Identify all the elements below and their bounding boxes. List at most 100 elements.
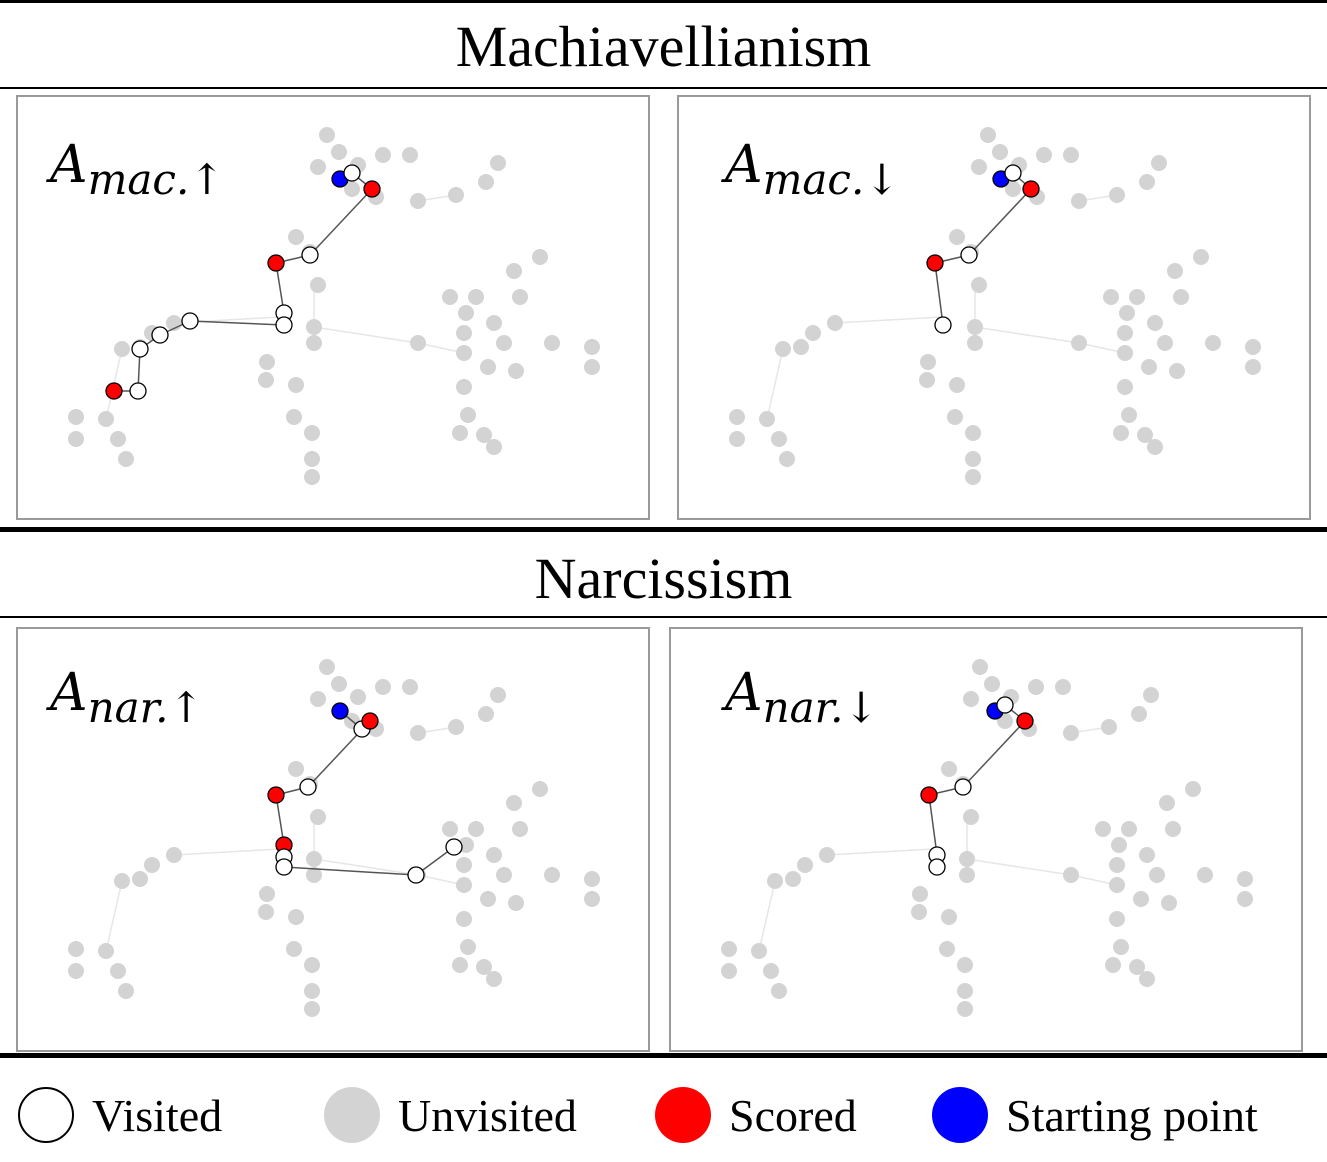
scored-node [920, 786, 938, 804]
unvisited-node [468, 821, 484, 837]
unvisited-node [1121, 821, 1137, 837]
unvisited-node [819, 847, 835, 863]
scored-node [267, 254, 285, 272]
visited-node [996, 696, 1014, 714]
unvisited-node [939, 941, 955, 957]
unvisited-node [1147, 315, 1163, 331]
path-edge [962, 720, 1026, 788]
unvisited-node [911, 904, 927, 920]
unvisited-node [331, 144, 347, 160]
unvisited-node [486, 439, 502, 455]
unvisited-node [721, 941, 737, 957]
unvisited-node [310, 809, 326, 825]
legend-label: Starting point [1006, 1089, 1258, 1141]
unvisited-node [751, 943, 767, 959]
legend-item-unvisited: Unvisited [324, 1080, 577, 1150]
unvisited-node [508, 363, 524, 379]
unvisited-node [1161, 895, 1177, 911]
unvisited-node [1197, 867, 1213, 883]
graph-mac-up [68, 127, 600, 485]
unvisited-node [458, 305, 474, 321]
unvisited-node [506, 263, 522, 279]
unvisited-node [410, 335, 426, 351]
faint-edge [758, 880, 776, 952]
unvisited-node [775, 341, 791, 357]
legend-item-scored: Scored [655, 1080, 857, 1150]
unvisited-node [771, 431, 787, 447]
faint-edge [313, 326, 419, 344]
graph-nar-down [721, 659, 1253, 1017]
unvisited-node [402, 679, 418, 695]
unvisited-node [452, 425, 468, 441]
path-edge [968, 188, 1032, 256]
scored-node [361, 712, 379, 730]
unvisited-node [584, 891, 600, 907]
unvisited-node [258, 904, 274, 920]
bottom-rule [0, 1053, 1327, 1058]
unvisited-node [971, 159, 987, 175]
unvisited-node [476, 959, 492, 975]
unvisited-node [1139, 971, 1155, 987]
title-underline-1 [0, 87, 1327, 89]
unvisited-node [1117, 325, 1133, 341]
unvisited-node [1237, 891, 1253, 907]
top-rule [0, 0, 1327, 3]
unvisited-node [259, 354, 275, 370]
unvisited-node [310, 159, 326, 175]
panel-label: Amac.↑ [50, 135, 225, 204]
unvisited-node [972, 659, 988, 675]
unvisited-node [1129, 959, 1145, 975]
unvisited-node [1149, 867, 1165, 883]
unvisited-node [1117, 379, 1133, 395]
scored-node [1022, 180, 1040, 198]
unvisited-node [68, 431, 84, 447]
unvisited-node [460, 407, 476, 423]
unvisited-node [584, 871, 600, 887]
unvisited-node [1005, 181, 1021, 197]
unvisited-node [288, 229, 304, 245]
unvisited-node [1071, 335, 1087, 351]
unvisited-node [496, 335, 512, 351]
unvisited-node [919, 372, 935, 388]
unvisited-node [460, 939, 476, 955]
unvisited-node [984, 676, 1000, 692]
panel-label: Amac.↓ [725, 135, 900, 204]
unvisited-node [288, 909, 304, 925]
unvisited-node [957, 1001, 973, 1017]
visited-node [181, 312, 199, 330]
unvisited-node [1113, 425, 1129, 441]
unvisited-node [963, 809, 979, 825]
unvisited-node [288, 377, 304, 393]
visited-node [299, 778, 317, 796]
faint-edge [826, 848, 934, 856]
scored-swatch [655, 1087, 711, 1143]
unvisited-node [98, 411, 114, 427]
unvisited-node [344, 181, 360, 197]
unvisited-node [1028, 679, 1044, 695]
unvisited-node [490, 155, 506, 171]
unvisited-node [1129, 289, 1145, 305]
unvisited-node [512, 821, 528, 837]
unvisited-node [1119, 305, 1135, 321]
unvisited-node [827, 315, 843, 331]
visited-node [275, 858, 293, 876]
scored-node [105, 382, 123, 400]
unvisited-node [1036, 147, 1052, 163]
unvisited-node [1165, 821, 1181, 837]
title-underline-2 [0, 616, 1327, 618]
visited-node [151, 326, 169, 344]
section-title-machiavellianism: Machiavellianism [455, 14, 872, 79]
unvisited-node [767, 873, 783, 889]
unvisited-node [410, 725, 426, 741]
visited-node [275, 316, 293, 334]
unvisited-node [259, 886, 275, 902]
unvisited-node [442, 821, 458, 837]
unvisited-node [304, 469, 320, 485]
unvisited-node [98, 943, 114, 959]
unvisited-node [68, 409, 84, 425]
unvisited-node [532, 249, 548, 265]
path-edge [928, 794, 938, 856]
unvisited-node [1147, 439, 1163, 455]
visited-node [934, 316, 952, 334]
unvisited-node [288, 761, 304, 777]
